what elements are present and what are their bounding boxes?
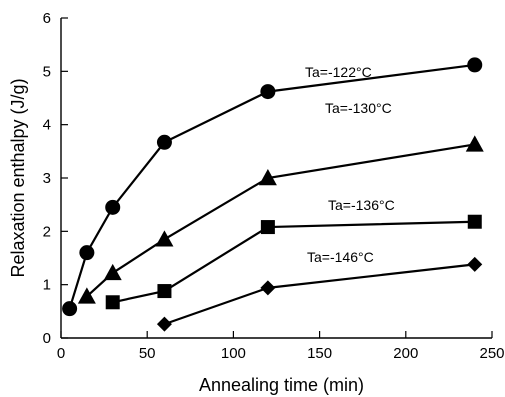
diamond-marker bbox=[260, 280, 276, 296]
square-marker bbox=[260, 220, 275, 235]
series-label: Ta=-146°C bbox=[307, 249, 374, 265]
axis-ticks: 0 50 100 150 200 250 0 1 2 3 4 5 6 bbox=[43, 10, 505, 362]
square-marker bbox=[467, 214, 482, 229]
circle-marker bbox=[156, 134, 172, 150]
x-axis-title: Annealing time (min) bbox=[199, 375, 364, 395]
y-tick-label: 5 bbox=[43, 63, 51, 80]
series-label: Ta=-136°C bbox=[328, 197, 395, 213]
circle-marker bbox=[62, 301, 78, 317]
series-line bbox=[112, 220, 475, 304]
circle-marker bbox=[467, 57, 483, 73]
series-line bbox=[164, 263, 475, 326]
series-labels: Ta=-122°C Ta=-130°C Ta=-136°C Ta=-146°C bbox=[305, 64, 395, 265]
triangle-marker bbox=[77, 287, 96, 304]
y-axis-title: Relaxation enthalpy (J/g) bbox=[8, 78, 28, 277]
triangle-marker bbox=[465, 135, 484, 152]
diamond-marker bbox=[156, 316, 172, 332]
circle-marker bbox=[105, 199, 121, 215]
series-group bbox=[62, 57, 484, 332]
x-tick-label: 0 bbox=[57, 345, 65, 362]
series-diamond bbox=[156, 256, 483, 332]
circle-marker bbox=[260, 84, 276, 100]
x-tick-label: 200 bbox=[393, 345, 418, 362]
x-tick-label: 100 bbox=[221, 345, 246, 362]
triangle-marker bbox=[155, 230, 174, 247]
diamond-marker bbox=[467, 256, 483, 272]
series-line bbox=[68, 63, 475, 309]
y-tick-label: 3 bbox=[43, 170, 51, 187]
y-tick-label: 4 bbox=[43, 117, 51, 134]
x-tick-label: 250 bbox=[479, 345, 504, 362]
triangle-marker bbox=[258, 169, 277, 186]
y-tick-label: 0 bbox=[43, 330, 51, 347]
series-circle bbox=[62, 57, 483, 317]
circle-marker bbox=[79, 245, 95, 261]
square-marker bbox=[105, 295, 120, 310]
series-label: Ta=-122°C bbox=[305, 64, 372, 80]
y-tick-label: 6 bbox=[43, 10, 51, 27]
square-marker bbox=[157, 284, 172, 299]
triangle-marker bbox=[103, 263, 122, 281]
series-triangle bbox=[77, 135, 484, 304]
y-tick-label: 1 bbox=[43, 277, 51, 294]
x-tick-label: 150 bbox=[307, 345, 332, 362]
series-label: Ta=-130°C bbox=[325, 100, 392, 116]
x-tick-label: 50 bbox=[139, 345, 156, 362]
axes bbox=[60, 18, 492, 339]
series-square bbox=[105, 214, 482, 310]
y-tick-label: 2 bbox=[43, 223, 51, 240]
